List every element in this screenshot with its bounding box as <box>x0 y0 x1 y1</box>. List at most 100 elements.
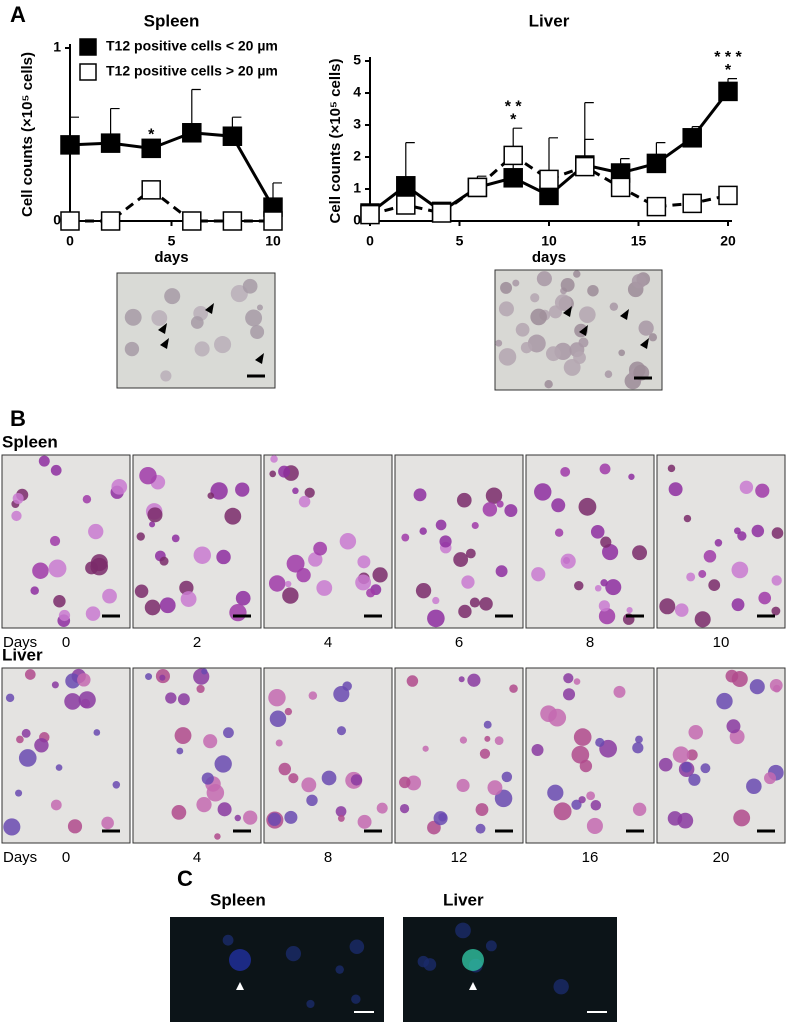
cell <box>749 679 765 695</box>
cell <box>573 351 586 364</box>
cell <box>527 334 546 353</box>
cell <box>210 482 228 500</box>
day-label: 2 <box>193 634 201 651</box>
cell <box>500 281 513 294</box>
significance: * <box>725 62 732 79</box>
arrowhead <box>236 982 244 990</box>
cell <box>337 815 345 822</box>
cell <box>531 743 544 756</box>
cell <box>631 273 647 289</box>
micrograph <box>525 454 655 629</box>
cell <box>304 487 315 498</box>
cell <box>82 495 92 504</box>
cell <box>5 693 15 703</box>
cell <box>269 710 287 728</box>
cell <box>278 762 292 776</box>
cell <box>635 735 643 744</box>
arrowhead <box>640 338 649 349</box>
cell <box>193 546 212 564</box>
cell <box>48 559 67 578</box>
cell <box>461 575 475 589</box>
cell <box>308 552 323 567</box>
significance: * * * <box>714 49 742 66</box>
cell <box>93 729 101 736</box>
cell <box>609 302 619 311</box>
y-axis-label: Cell counts (×10⁵ cells) <box>327 58 344 223</box>
marker <box>222 211 243 231</box>
cell <box>458 676 465 683</box>
arrowhead <box>563 306 572 317</box>
cell <box>700 763 711 774</box>
cell <box>357 555 371 569</box>
cell <box>313 541 328 556</box>
cell <box>372 567 388 583</box>
cell <box>667 464 676 473</box>
cell <box>746 778 762 795</box>
marker <box>141 138 161 159</box>
significance: * * <box>505 98 523 115</box>
y-tick-label: 1 <box>53 39 61 55</box>
nucleus <box>553 978 569 995</box>
cell <box>771 575 782 586</box>
cell <box>512 279 520 287</box>
cell <box>339 533 357 550</box>
cell <box>571 745 590 764</box>
cell <box>401 533 410 542</box>
cell <box>90 554 108 572</box>
row-axis-label: Days <box>3 634 37 651</box>
cell <box>469 597 480 608</box>
cell <box>357 814 372 829</box>
marker <box>610 177 631 198</box>
cell <box>714 539 723 547</box>
cell <box>160 370 172 382</box>
arrowhead <box>469 982 477 990</box>
y-tick-label: 3 <box>353 116 361 132</box>
cell <box>235 482 250 497</box>
micrograph <box>394 454 524 629</box>
cell <box>15 789 23 797</box>
cell <box>316 580 333 596</box>
cell <box>65 673 81 689</box>
cell <box>102 588 117 604</box>
labelled-cell <box>462 949 484 971</box>
cell <box>548 708 567 727</box>
nucleus <box>417 955 430 968</box>
cell <box>159 597 176 614</box>
cell <box>415 583 432 599</box>
cell <box>598 607 616 625</box>
cell <box>270 455 278 463</box>
day-label: 4 <box>193 849 201 866</box>
cell <box>406 675 419 687</box>
marker <box>100 133 121 153</box>
series-line <box>69 131 275 208</box>
cell <box>159 674 166 681</box>
cell <box>595 737 605 748</box>
cell <box>413 488 427 502</box>
series-line <box>369 153 729 217</box>
cell <box>553 802 572 821</box>
nucleus <box>349 939 365 955</box>
cell <box>144 599 161 616</box>
cell <box>479 748 491 759</box>
cell <box>737 531 747 541</box>
nucleus <box>485 940 497 952</box>
cell <box>698 570 707 578</box>
cell <box>406 775 422 791</box>
cell <box>725 669 739 683</box>
panel-label: C <box>177 866 193 891</box>
cell <box>171 805 187 820</box>
cell <box>731 598 745 612</box>
cell <box>475 803 489 816</box>
cell <box>703 549 717 563</box>
y-tick-label: 2 <box>353 148 361 164</box>
day-label: 16 <box>582 849 599 866</box>
cell <box>536 271 552 287</box>
cell <box>708 579 721 591</box>
cell <box>422 745 429 752</box>
cell <box>435 519 447 531</box>
y-tick-label: 4 <box>353 84 361 100</box>
cell <box>764 772 776 785</box>
nucleus <box>455 922 471 939</box>
cell <box>531 567 546 582</box>
cell <box>465 548 476 559</box>
